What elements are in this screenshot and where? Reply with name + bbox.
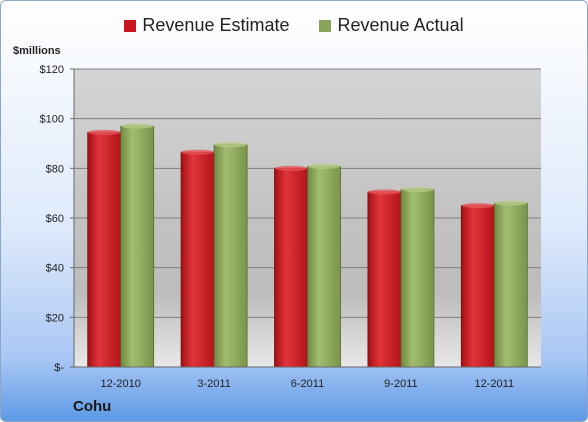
bar-revenue-estimate [87, 131, 122, 368]
bar-revenue-actual [213, 144, 248, 368]
bar-revenue-estimate [367, 191, 402, 368]
x-tick-label: 6-2011 [291, 378, 324, 390]
y-tick-label: $20 [46, 312, 64, 324]
x-tick-label: 12-2011 [475, 378, 515, 390]
bar-revenue-actual [307, 165, 341, 368]
bar-revenue-actual-cap [307, 163, 341, 169]
bar-revenue-actual-cap [494, 200, 528, 206]
y-tick-label: $120 [40, 64, 64, 76]
y-tick-label: $80 [46, 163, 64, 175]
legend-item-estimate: Revenue Estimate [124, 15, 289, 36]
legend-label-actual: Revenue Actual [337, 15, 464, 35]
bar-revenue-estimate-cap [274, 165, 308, 171]
bar-revenue-estimate-cap [461, 203, 495, 209]
y-tick-label: $100 [40, 114, 64, 126]
bar-revenue-estimate-cap [367, 189, 401, 195]
x-tick-label: 9-2011 [384, 378, 417, 390]
legend-item-actual: Revenue Actual [319, 15, 464, 36]
y-tick-label: $- [54, 362, 64, 374]
legend: Revenue Estimate Revenue Actual [1, 15, 587, 36]
bar-revenue-actual-cap [214, 142, 248, 148]
company-name: Cohu [73, 398, 112, 415]
bar-revenue-actual [493, 202, 528, 368]
x-tick-label: 3-2011 [197, 378, 230, 390]
legend-swatch-estimate [124, 19, 137, 32]
x-tick-label: 12-2010 [101, 378, 141, 390]
bar-revenue-actual-cap [120, 123, 154, 129]
bar-revenue-actual-cap [400, 186, 434, 192]
bar-revenue-estimate [460, 205, 495, 368]
legend-label-estimate: Revenue Estimate [142, 15, 290, 35]
y-tick-label: $40 [46, 263, 64, 275]
legend-swatch-actual [319, 19, 332, 32]
y-tick-label: $60 [46, 213, 64, 225]
bar-revenue-estimate-cap [181, 149, 215, 155]
bar-revenue-estimate [274, 167, 308, 368]
bar-revenue-actual [400, 189, 435, 368]
y-axis-unit-label: $millions [13, 45, 61, 57]
bar-revenue-estimate [180, 151, 215, 368]
bar-revenue-estimate-cap [87, 129, 121, 135]
bar-revenue-actual [120, 125, 155, 368]
